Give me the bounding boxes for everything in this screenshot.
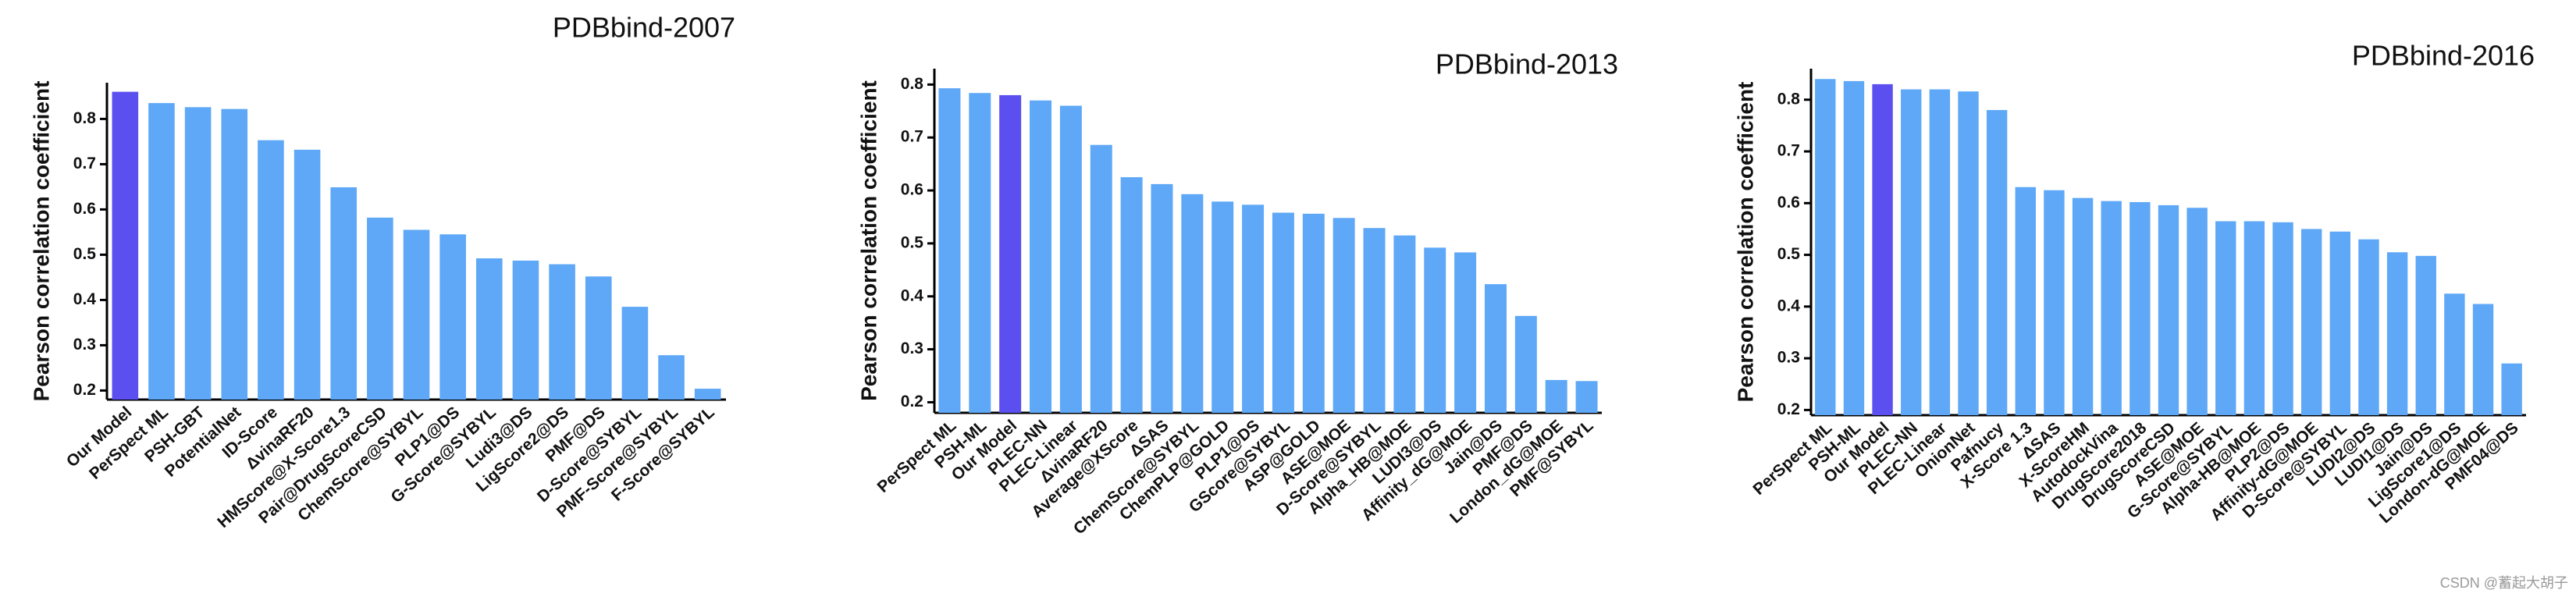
bar xyxy=(1424,247,1446,413)
bar xyxy=(148,103,175,400)
y-tick-label: 0.4 xyxy=(1777,297,1801,314)
y-tick-label: 0.7 xyxy=(73,155,96,172)
bar xyxy=(1872,84,1893,415)
bar xyxy=(2129,201,2151,415)
bar xyxy=(1090,144,1112,413)
y-tick-label: 0.7 xyxy=(901,128,923,146)
y-axis-label: Pearson correlation coefficient xyxy=(1733,82,1757,403)
bar xyxy=(2501,363,2522,415)
bar xyxy=(1843,80,1865,415)
y-tick-label: 0.3 xyxy=(73,336,96,354)
chart: PDBbind-2007 Pearson correlation coeffici… xyxy=(29,12,735,532)
bar xyxy=(1272,212,1294,413)
bar xyxy=(2386,252,2408,415)
bar xyxy=(1302,213,1325,413)
bar xyxy=(2415,255,2436,415)
bar xyxy=(1393,235,1416,413)
y-tick-label: 0.6 xyxy=(901,181,923,199)
bar xyxy=(330,187,357,400)
bar xyxy=(1929,89,1951,416)
bar xyxy=(1030,100,1052,413)
bar xyxy=(1815,79,1836,416)
y-tick-label: 0.4 xyxy=(73,290,97,308)
bar xyxy=(367,217,393,400)
y-tick-label: 0.6 xyxy=(1777,194,1800,211)
bar xyxy=(1120,177,1143,414)
chart: PDBbind-2016 Pearson correlation coeffici… xyxy=(1733,40,2535,528)
bar xyxy=(969,93,991,413)
bar xyxy=(2272,222,2293,415)
bar xyxy=(1514,315,1537,413)
bar xyxy=(2072,197,2094,416)
y-tick-label: 0.6 xyxy=(73,200,96,218)
chart: PDBbind-2013 Pearson correlation coeffici… xyxy=(856,48,1618,538)
bar xyxy=(1484,284,1507,413)
bar xyxy=(938,88,961,413)
y-tick-label: 0.3 xyxy=(1777,349,1800,367)
bar xyxy=(1059,105,1082,413)
bar xyxy=(1575,381,1598,413)
chart-title: PDBbind-2016 xyxy=(2352,40,2535,72)
bar xyxy=(294,149,321,400)
bar xyxy=(1363,228,1386,413)
bar xyxy=(2329,231,2351,415)
y-tick-label: 0.5 xyxy=(1777,245,1801,263)
bar xyxy=(621,307,649,400)
bar xyxy=(439,234,466,400)
bar xyxy=(1958,91,1979,416)
bar xyxy=(1332,218,1355,413)
bar xyxy=(2215,221,2236,415)
bar xyxy=(2158,204,2179,415)
bar xyxy=(658,355,685,400)
bar xyxy=(2101,201,2122,415)
y-tick-label: 0.4 xyxy=(901,286,924,304)
bar xyxy=(1454,252,1477,413)
y-tick-label: 0.5 xyxy=(73,245,97,263)
bar xyxy=(1181,194,1204,413)
bar xyxy=(999,94,1022,413)
bar xyxy=(2444,293,2465,415)
bar xyxy=(221,108,248,400)
bar xyxy=(1986,110,2008,415)
y-tick-label: 0.8 xyxy=(901,75,924,93)
bar xyxy=(1901,89,1922,416)
y-tick-label: 0.2 xyxy=(73,381,96,399)
y-tick-label: 0.8 xyxy=(73,109,97,127)
bar xyxy=(2015,187,2036,415)
y-tick-label: 0.2 xyxy=(901,393,923,410)
bar xyxy=(2358,239,2379,415)
bar xyxy=(2044,190,2065,416)
bar xyxy=(694,389,721,400)
bar xyxy=(403,229,430,400)
bar xyxy=(1545,379,1567,413)
bar xyxy=(1151,183,1173,414)
y-tick-label: 0.5 xyxy=(901,233,924,251)
watermark: CSDN @蓄起大胡子 xyxy=(2440,575,2568,591)
bar xyxy=(2243,221,2265,415)
bar xyxy=(476,258,503,400)
bar xyxy=(184,107,212,400)
y-tick-label: 0.2 xyxy=(1777,400,1800,418)
bar xyxy=(549,264,575,400)
bar xyxy=(2472,304,2494,415)
chart-title: PDBbind-2007 xyxy=(553,12,735,44)
bar xyxy=(1242,204,1265,413)
chart-title: PDBbind-2013 xyxy=(1436,48,1618,80)
y-tick-label: 0.7 xyxy=(1777,142,1800,160)
y-axis-label: Pearson correlation coefficient xyxy=(856,80,881,401)
bar xyxy=(2186,208,2208,415)
bar xyxy=(512,260,539,400)
bar xyxy=(2301,229,2322,415)
bar xyxy=(112,91,139,400)
bar xyxy=(1212,201,1234,413)
bar xyxy=(258,140,284,400)
y-tick-label: 0.8 xyxy=(1777,90,1801,108)
y-tick-label: 0.3 xyxy=(901,339,923,357)
bar xyxy=(585,276,612,400)
y-axis-label: Pearson correlation coefficient xyxy=(29,81,53,402)
